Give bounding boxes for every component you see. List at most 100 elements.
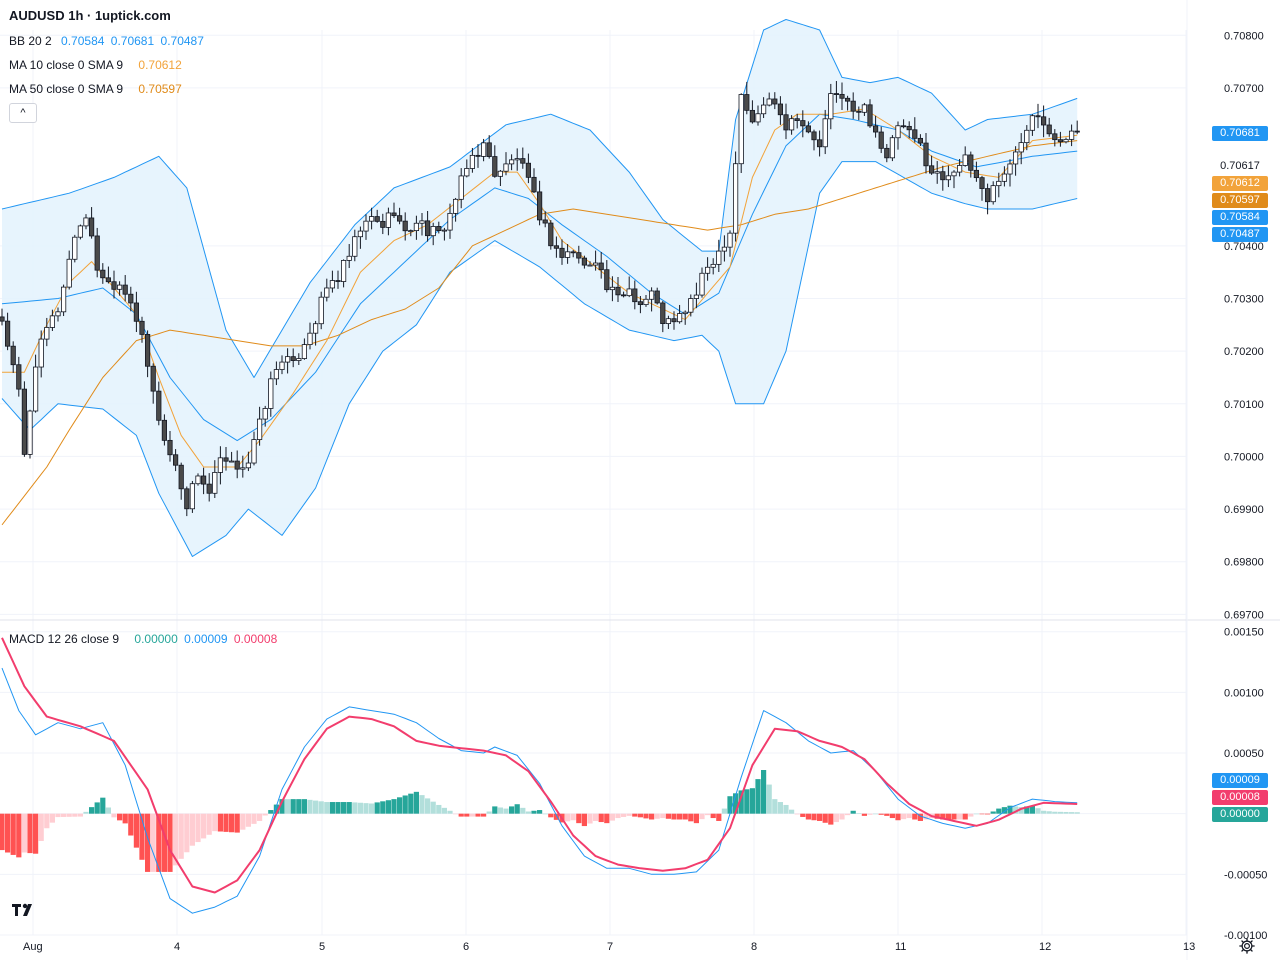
macd-histogram-bar <box>44 813 50 829</box>
macd-histogram-bar <box>962 813 968 820</box>
macd-histogram-bar <box>240 813 246 830</box>
candle-body <box>324 287 330 298</box>
legend-ma50-label: MA 50 close 0 SMA 9 <box>9 82 124 96</box>
candle-body <box>413 222 420 231</box>
macd-histogram-bar <box>139 813 145 860</box>
macd-histogram-bar <box>329 802 335 814</box>
macd-histogram-bar <box>66 813 72 817</box>
macd-histogram-bar <box>173 813 179 866</box>
macd-histogram-bar <box>923 813 929 820</box>
candle-body <box>800 120 806 127</box>
macd-histogram-bar <box>430 801 436 814</box>
macd-histogram-bar <box>548 813 554 818</box>
macd-histogram-bar <box>184 813 190 853</box>
macd-histogram-bar <box>615 813 621 819</box>
macd-histogram-bar <box>122 813 128 824</box>
price-axis-label: 0.70300 <box>1224 293 1264 305</box>
symbol-title[interactable]: AUDUSD 1h · 1uptick.com <box>9 8 171 23</box>
macd-histogram-bar <box>609 813 615 821</box>
macd-histogram-bar <box>755 779 761 814</box>
macd-histogram-bar <box>413 791 419 814</box>
candle-body <box>570 251 576 254</box>
time-axis-label: Aug <box>23 941 43 953</box>
macd-histogram-bar <box>156 813 162 872</box>
candle-body <box>738 94 744 165</box>
macd-histogram-bar <box>912 813 918 820</box>
candle-body <box>447 212 453 231</box>
candle-body <box>962 154 968 166</box>
macd-histogram-bar <box>520 807 526 814</box>
candle-body <box>368 216 375 222</box>
candle-body <box>906 125 912 131</box>
legend-ma10-value: 0.70612 <box>138 58 182 72</box>
price-axis-label: 0.70400 <box>1224 241 1264 253</box>
macd-histogram-bar <box>447 810 453 814</box>
legend-macd[interactable]: MACD 12 26 close 9 0.00000 0.00009 0.000… <box>9 632 277 646</box>
legend-bb[interactable]: BB 20 2 0.70584 0.70681 0.70487 <box>9 34 204 48</box>
time-axis-label: 4 <box>174 941 180 953</box>
candle-body <box>83 217 89 227</box>
macd-histogram-bar <box>212 813 218 832</box>
macd-histogram-bar <box>637 813 643 818</box>
macd-histogram-bar <box>839 813 845 820</box>
macd-histogram-bar <box>419 795 425 814</box>
macd-histogram-bar <box>469 813 475 817</box>
candle-body <box>492 156 498 177</box>
macd-histogram-bar <box>262 813 268 816</box>
candle-body <box>817 139 823 148</box>
price-axis-label: 0.70200 <box>1224 346 1264 358</box>
macd-histogram-bar <box>565 813 571 822</box>
macd-histogram-bar <box>889 813 895 819</box>
candle-body <box>828 93 834 120</box>
macd-histogram-bar <box>626 813 632 816</box>
macd-histogram-bar <box>811 813 817 821</box>
candle-body <box>452 198 459 214</box>
macd-histogram-bar <box>178 813 184 859</box>
macd-histogram-bar <box>111 813 117 818</box>
price-tag: 0.70487 <box>1212 227 1268 242</box>
candle-body <box>839 93 845 99</box>
macd-histogram-bar <box>749 788 755 814</box>
candle-body <box>553 245 560 249</box>
macd-histogram-bar <box>1057 811 1063 814</box>
macd-histogram-bar <box>117 813 123 821</box>
candle-body <box>721 246 728 252</box>
tradingview-logo-icon[interactable] <box>11 901 37 919</box>
price-axis-label: 0.70000 <box>1224 451 1264 463</box>
macd-histogram-bar <box>973 813 979 815</box>
legend-ma10[interactable]: MA 10 close 0 SMA 9 0.70612 <box>9 58 182 72</box>
legend-macd-value-signal: 0.00008 <box>233 632 278 646</box>
candle-body <box>744 94 750 111</box>
macd-histogram-bar <box>794 813 800 815</box>
macd-histogram-bar <box>822 813 828 823</box>
macd-histogram-bar <box>363 803 369 814</box>
macd-histogram-bar <box>665 813 671 819</box>
gear-icon[interactable] <box>1238 937 1256 955</box>
candle-body <box>335 280 341 282</box>
macd-histogram-bar <box>817 813 823 821</box>
candle-body <box>1013 151 1019 165</box>
macd-histogram-bar <box>503 808 509 814</box>
macd-histogram-bar <box>1074 812 1080 814</box>
macd-histogram-bar <box>917 813 923 821</box>
candle-body <box>565 251 571 258</box>
candle-body <box>1057 139 1063 143</box>
candle-body <box>1041 116 1047 126</box>
macd-histogram-bar <box>313 800 319 814</box>
candle-body <box>189 483 195 510</box>
legend-ma50[interactable]: MA 50 close 0 SMA 9 0.70597 <box>9 82 182 96</box>
macd-histogram-bar <box>453 813 459 815</box>
candle-body <box>542 219 548 224</box>
macd-histogram-bar <box>945 813 951 820</box>
candle-body <box>805 125 812 133</box>
collapse-legend-button[interactable]: ^ <box>9 103 37 123</box>
bb-upper-line <box>1 19 1078 378</box>
macd-histogram-bar <box>492 806 498 814</box>
macd-histogram-bar <box>55 813 61 818</box>
candle-body <box>184 488 190 510</box>
macd-histogram-bar <box>1063 811 1069 814</box>
candle-body <box>380 220 386 228</box>
macd-histogram-bar <box>251 813 257 824</box>
macd-axis-label: 0.00150 <box>1224 627 1264 639</box>
candle-body <box>33 366 39 412</box>
